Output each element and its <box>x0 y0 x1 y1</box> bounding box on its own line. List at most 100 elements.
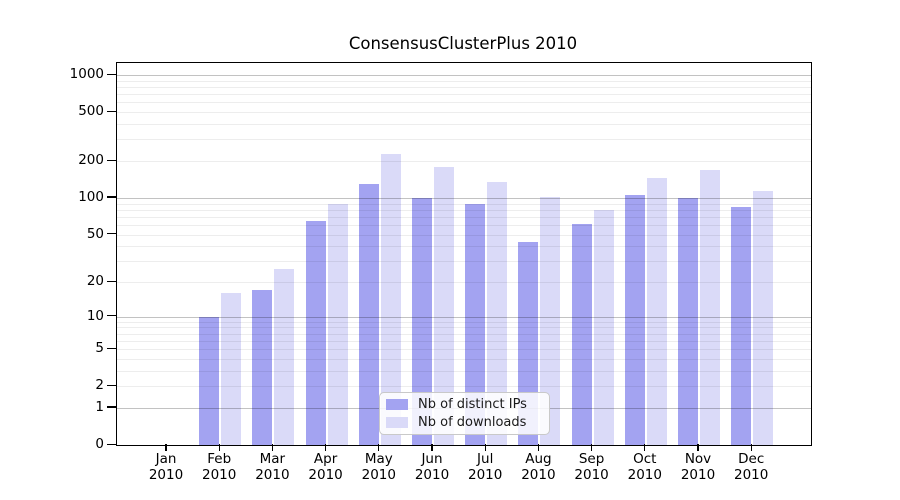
gridline-minor-200 <box>117 161 811 162</box>
gridline-minor-900 <box>117 80 811 82</box>
x-tick-month: Jun <box>421 451 443 467</box>
y-tick-10 <box>107 315 116 317</box>
x-tick-year: 2010 <box>255 467 290 483</box>
gridline-minor-8 <box>117 327 811 329</box>
y-tick-100 <box>107 196 116 198</box>
gridline-minor-4 <box>117 358 811 360</box>
y-tick-label-2: 2 <box>95 377 104 394</box>
x-tick-year: 2010 <box>202 467 237 483</box>
y-tick-50 <box>107 233 116 235</box>
bar-distinct-ips-jun <box>412 197 432 445</box>
x-tick-label-oct: Oct 2010 <box>617 451 673 483</box>
legend-label-downloads: Nb of downloads <box>418 414 527 430</box>
bar-downloads-sep <box>593 210 614 445</box>
gridline-minor-80 <box>117 209 811 211</box>
y-tick-1000 <box>107 73 116 75</box>
gridline-minor-400 <box>117 124 811 125</box>
bar-downloads-may <box>380 153 401 445</box>
x-tick-feb <box>218 444 220 451</box>
plot-area <box>116 62 812 446</box>
x-tick-month: Oct <box>633 451 657 467</box>
bar-distinct-ips-dec <box>731 207 752 445</box>
gridline-minor-3 <box>117 370 811 372</box>
gridline-minor-6 <box>117 340 811 342</box>
y-tick-20 <box>107 280 116 282</box>
x-tick-year: 2010 <box>148 467 184 483</box>
x-tick-nov <box>697 444 699 451</box>
y-tick-label-200: 200 <box>78 152 104 168</box>
legend-label-distinct-ips: Nb of distinct IPs <box>418 397 527 413</box>
x-tick-year: 2010 <box>308 467 343 483</box>
x-tick-month: Aug <box>525 451 552 467</box>
x-tick-label-jul: Jul 2010 <box>457 451 513 483</box>
x-tick-jul <box>484 444 486 451</box>
gridline-minor-600 <box>117 102 811 104</box>
y-tick-label-1: 1 <box>95 398 104 415</box>
y-tick-label-0: 0 <box>95 436 104 452</box>
x-tick-label-nov: Nov 2010 <box>670 451 726 483</box>
x-tick-month: Apr <box>313 451 338 467</box>
y-tick-1 <box>107 406 116 408</box>
x-tick-month: Sep <box>578 451 605 467</box>
bar-distinct-ips-may <box>358 183 379 445</box>
x-tick-label-jun: Jun 2010 <box>404 451 460 483</box>
y-tick-200 <box>107 159 116 161</box>
gridline-minor-2 <box>117 386 811 388</box>
gridline-minor-800 <box>117 87 811 88</box>
x-tick-oct <box>644 444 646 451</box>
x-tick-jun <box>431 444 433 451</box>
x-tick-year: 2010 <box>627 467 662 483</box>
gridline-minor-30 <box>117 261 811 263</box>
gridline-minor-50 <box>117 234 811 236</box>
gridline-minor-300 <box>117 139 811 141</box>
x-tick-dec <box>750 444 752 451</box>
bar-downloads-oct <box>646 177 667 445</box>
y-tick-500 <box>107 110 116 112</box>
bar-downloads-nov <box>700 170 720 445</box>
gridline-minor-60 <box>117 224 811 226</box>
gridline-major-100 <box>117 197 811 199</box>
legend-entry-downloads: Nb of downloads <box>386 415 543 430</box>
y-tick-label-5: 5 <box>95 340 104 357</box>
x-tick-label-sep: Sep 2010 <box>564 451 620 483</box>
bar-distinct-ips-apr <box>305 220 326 445</box>
y-tick-0 <box>107 443 116 445</box>
gridline-minor-5 <box>117 349 811 351</box>
x-tick-label-jan: Jan 2010 <box>138 451 194 483</box>
x-tick-month: Mar <box>259 451 286 467</box>
gridline-minor-700 <box>117 94 811 96</box>
legend-swatch-distinct-ips <box>386 399 408 411</box>
bar-downloads-aug <box>540 196 561 445</box>
y-tick-label-20: 20 <box>86 273 104 289</box>
gridline-minor-20 <box>117 282 811 283</box>
y-tick-label-10: 10 <box>86 307 104 324</box>
x-tick-year: 2010 <box>468 467 503 483</box>
x-tick-aug <box>537 444 540 451</box>
x-tick-label-apr: Apr 2010 <box>298 451 354 483</box>
gridline-minor-70 <box>117 216 811 218</box>
gridline-minor-7 <box>117 333 811 335</box>
y-tick-label-1000: 1000 <box>69 66 104 82</box>
y-tick-5 <box>107 347 116 349</box>
legend-entry-distinct-ips: Nb of distinct IPs <box>386 397 543 412</box>
x-tick-label-feb: Feb 2010 <box>191 451 247 483</box>
chart-title: ConsensusClusterPlus 2010 <box>348 34 578 53</box>
x-tick-label-dec: Dec 2010 <box>723 451 779 483</box>
y-tick-label-100: 100 <box>78 188 104 205</box>
bar-downloads-mar <box>274 268 295 445</box>
bar-distinct-ips-feb <box>199 316 220 445</box>
bar-downloads-apr <box>327 203 348 445</box>
legend: Nb of distinct IPs Nb of downloads <box>379 392 550 435</box>
x-tick-month: Jan <box>155 451 177 467</box>
bar-downloads-feb <box>221 293 242 445</box>
x-tick-year: 2010 <box>414 467 450 483</box>
x-tick-month: Dec <box>738 451 765 467</box>
x-tick-year: 2010 <box>734 467 769 483</box>
x-tick-apr <box>325 444 327 451</box>
x-tick-label-may: May 2010 <box>351 451 407 483</box>
x-tick-month: Nov <box>684 451 712 467</box>
x-tick-year: 2010 <box>521 467 556 483</box>
x-tick-month: Feb <box>207 451 232 467</box>
x-tick-sep <box>591 444 593 451</box>
